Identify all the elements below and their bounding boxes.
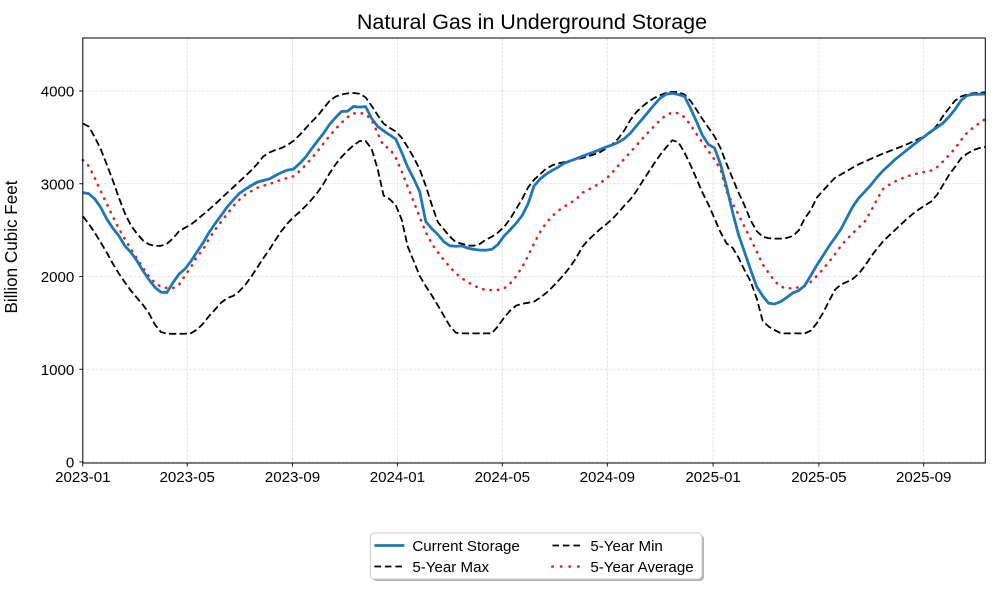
svg-text:2023-01: 2023-01	[55, 469, 110, 486]
svg-text:Natural Gas in Underground Sto: Natural Gas in Underground Storage	[357, 10, 707, 34]
svg-text:5-Year Average: 5-Year Average	[590, 559, 693, 576]
svg-text:5-Year Max: 5-Year Max	[412, 559, 489, 576]
svg-text:0: 0	[66, 455, 74, 472]
svg-text:2024-01: 2024-01	[370, 469, 425, 486]
svg-text:2025-01: 2025-01	[685, 469, 740, 486]
svg-text:1000: 1000	[41, 362, 75, 379]
svg-text:2024-09: 2024-09	[580, 469, 635, 486]
svg-text:Billion Cubic Feet: Billion Cubic Feet	[2, 180, 21, 313]
svg-text:3000: 3000	[41, 176, 75, 193]
svg-text:4000: 4000	[41, 84, 75, 101]
svg-text:2023-09: 2023-09	[265, 469, 320, 486]
svg-text:5-Year Min: 5-Year Min	[590, 538, 662, 555]
svg-text:2023-05: 2023-05	[159, 469, 214, 486]
svg-text:2025-09: 2025-09	[896, 469, 951, 486]
svg-text:2000: 2000	[41, 269, 75, 286]
svg-text:2024-05: 2024-05	[475, 469, 530, 486]
svg-text:2025-05: 2025-05	[791, 469, 846, 486]
svg-text:Current Storage: Current Storage	[412, 538, 519, 555]
